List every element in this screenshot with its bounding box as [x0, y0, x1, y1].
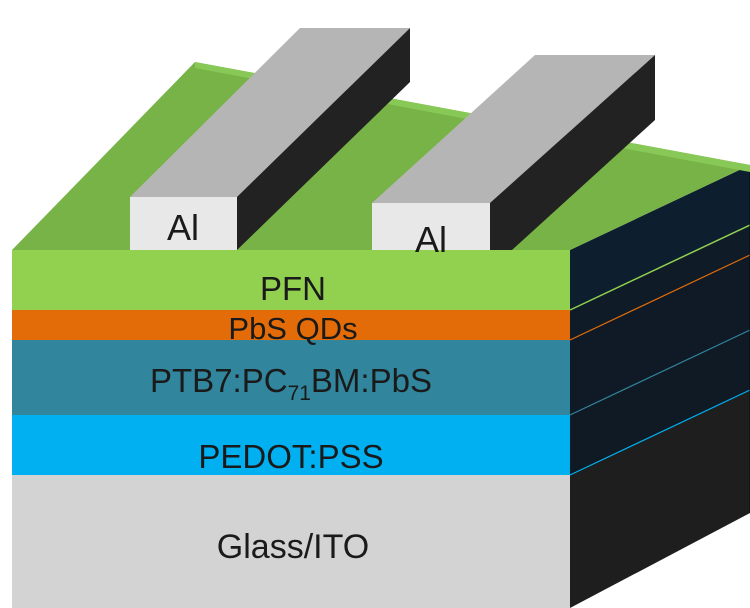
active-side-face	[570, 255, 750, 415]
al-electrode-left	[130, 28, 410, 250]
active-layer-label-tail: BM:PbS	[311, 362, 432, 399]
pbs-qds-front-face	[12, 310, 570, 340]
right-side-faces	[569, 165, 750, 608]
glass-label: Glass/ITO	[217, 528, 369, 566]
active-layer-label-main: PTB7:PC	[150, 362, 288, 399]
active-layer-label: PTB7:PC71BM:PbS	[150, 362, 432, 405]
pbs-qds-side-face	[570, 225, 750, 340]
al-right-label: Al	[415, 219, 447, 260]
active-layer-label-subscript: 71	[288, 382, 311, 405]
pedot-label: PEDOT:PSS	[198, 438, 383, 475]
al-left-top	[130, 28, 410, 197]
pedot-side-face	[570, 330, 750, 475]
glass-side-face	[570, 390, 750, 608]
pbs-qds-label: PbS QDs	[228, 311, 357, 346]
al-left-label: Al	[167, 207, 199, 248]
al-right-top	[372, 55, 655, 203]
glass-front-face	[12, 475, 570, 608]
al-right-side	[490, 55, 655, 270]
pfn-front-face	[12, 250, 570, 310]
pedot-front-face	[12, 415, 570, 475]
al-left-front	[130, 197, 237, 250]
al-left-side	[237, 28, 410, 250]
front-faces	[12, 250, 570, 608]
pfn-side-face	[570, 165, 750, 310]
pfn-label: PFN	[260, 270, 326, 307]
active-front-face	[12, 340, 570, 415]
